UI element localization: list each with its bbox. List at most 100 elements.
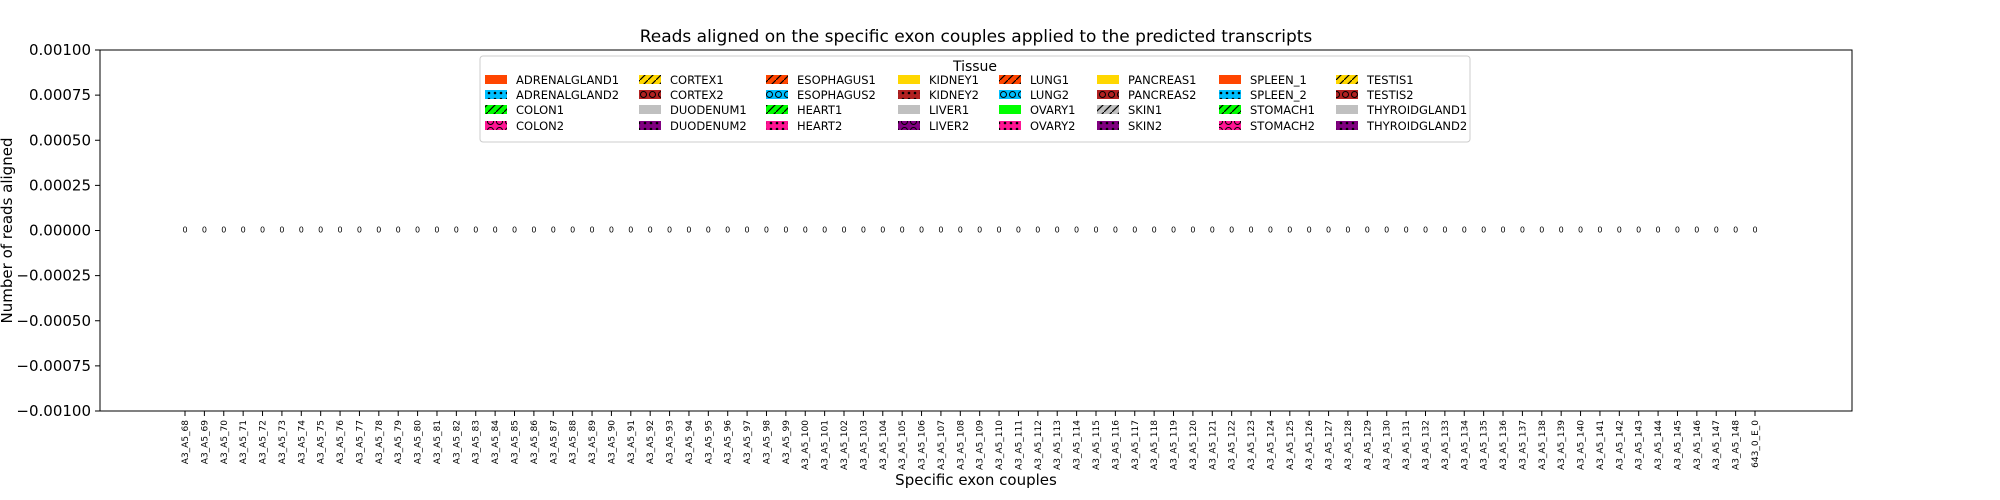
- data-label: 0: [1229, 226, 1234, 235]
- legend-label: PANCREAS2: [1128, 88, 1196, 102]
- legend-item: DUODENUM1: [639, 103, 747, 117]
- data-label: 0: [1597, 226, 1602, 235]
- x-tick-label: A3_A5_147: [1712, 420, 1722, 470]
- legend-label: ADRENALGLAND1: [516, 73, 619, 87]
- data-label: 0: [822, 226, 827, 235]
- data-label: 0: [1617, 226, 1622, 235]
- legend-item: COLON1: [485, 103, 564, 117]
- legend-label: HEART1: [797, 103, 842, 117]
- x-tick-label: A3_A5_105: [898, 420, 908, 470]
- x-tick-label: A3_A5_98: [762, 420, 772, 464]
- x-tick-label: A3_A5_78: [375, 420, 385, 464]
- legend-swatch-hatch: [1219, 90, 1241, 99]
- data-label: 0: [260, 226, 265, 235]
- x-tick-label: A3_A5_114: [1073, 420, 1083, 470]
- legend-item: COLON2: [485, 119, 564, 133]
- legend-swatch-hatch: [898, 121, 920, 130]
- legend-swatch: [1097, 75, 1119, 84]
- data-label: 0: [1404, 226, 1409, 235]
- x-tick-label: A3_A5_69: [200, 420, 210, 464]
- data-label: 0: [1093, 226, 1098, 235]
- legend-item: PANCREAS1: [1097, 73, 1196, 87]
- data-label: 0: [1675, 226, 1680, 235]
- legend-item: STOMACH1: [1219, 103, 1315, 117]
- data-label: 0: [648, 226, 653, 235]
- data-label: 0: [900, 226, 905, 235]
- data-label: 0: [1113, 226, 1118, 235]
- legend-label: SKIN1: [1128, 103, 1162, 117]
- x-axis-label: Specific exon couples: [895, 471, 1057, 489]
- legend-item: LUNG1: [999, 73, 1069, 87]
- legend-item: TESTIS1: [1336, 73, 1414, 87]
- data-label: 0: [1500, 226, 1505, 235]
- data-label: 0: [415, 226, 420, 235]
- legend-label: STOMACH2: [1250, 119, 1315, 133]
- legend-label: LIVER2: [929, 119, 969, 133]
- x-tick-label: A3_A5_74: [297, 420, 307, 464]
- x-axis: A3_A5_68 A3_A5_69 A3_A5_70 A3_A5_71 A3_A5_72…: [181, 411, 1761, 470]
- data-label: 0: [202, 226, 207, 235]
- legend-item: THYROIDGLAND2: [1336, 119, 1467, 133]
- x-tick-label: A3_A5_139: [1557, 420, 1567, 470]
- legend-item: KIDNEY1: [898, 73, 979, 87]
- x-tick-label: A3_A5_80: [414, 420, 424, 464]
- legend-swatch-hatch: [999, 75, 1021, 84]
- legend-label: THYROIDGLAND2: [1366, 119, 1467, 133]
- x-tick-label: A3_A5_130: [1383, 420, 1393, 470]
- data-label: 0: [725, 226, 730, 235]
- x-tick-label: A3_A5_132: [1421, 420, 1431, 470]
- legend-label: SPLEEN_1: [1250, 73, 1307, 87]
- x-tick-label: A3_A5_89: [588, 420, 598, 464]
- x-tick-label: A3_A5_109: [976, 420, 986, 470]
- data-label: 0: [241, 226, 246, 235]
- legend-item: STOMACH2: [1219, 119, 1315, 133]
- x-tick-label: A3_A5_97: [743, 420, 753, 464]
- legend-swatch-hatch: [1336, 90, 1358, 99]
- data-label: 0: [1326, 226, 1331, 235]
- legend-swatch-hatch: [639, 121, 661, 130]
- y-axis-label: Number of reads aligned: [0, 138, 16, 324]
- data-label: 0: [919, 226, 924, 235]
- data-label: 0: [1152, 226, 1157, 235]
- x-tick-label: A3_A5_84: [491, 420, 501, 464]
- x-tick-label: A3_A5_124: [1266, 420, 1276, 470]
- data-label: 0: [1733, 226, 1738, 235]
- x-tick-label: A3_A5_101: [821, 420, 831, 470]
- data-label: 0: [686, 226, 691, 235]
- legend-swatch-hatch: [485, 90, 507, 99]
- legend-label: TESTIS1: [1366, 73, 1414, 87]
- data-label: 0: [803, 226, 808, 235]
- x-tick-label: A3_A5_93: [666, 420, 676, 464]
- x-tick-label: A3_A5_90: [607, 420, 617, 464]
- x-tick-label: A3_A5_136: [1499, 420, 1509, 470]
- x-tick-label: A3_A5_123: [1247, 420, 1257, 470]
- legend-label: KIDNEY1: [929, 73, 979, 87]
- y-tick-label: −0.00075: [16, 357, 91, 375]
- data-label: 0: [745, 226, 750, 235]
- x-tick-label: A3_A5_108: [956, 420, 966, 470]
- data-labels: 0 0 0 0 0 0 0 0 0 0 0 0 0 0 0 0 0 0 0 0 0 0 0 0 0 0 0 0 0 0 0 0 0 0 0 0 0 0 0 0…: [182, 226, 1757, 235]
- legend-item: OVARY2: [999, 119, 1075, 133]
- x-tick-label: A3_A5_72: [259, 420, 269, 464]
- data-label: 0: [376, 226, 381, 235]
- x-tick-label: A3_A5_99: [782, 420, 792, 464]
- x-tick-label: A3_A5_127: [1325, 420, 1335, 470]
- data-label: 0: [1055, 226, 1060, 235]
- legend-swatch-hatch: [1336, 121, 1358, 130]
- data-label: 0: [1539, 226, 1544, 235]
- legend-label: STOMACH1: [1250, 103, 1315, 117]
- data-label: 0: [667, 226, 672, 235]
- legend-swatch-hatch: [639, 75, 661, 84]
- data-label: 0: [1190, 226, 1195, 235]
- x-tick-label: A3_A5_113: [1053, 420, 1063, 470]
- data-label: 0: [1714, 226, 1719, 235]
- data-label: 0: [1442, 226, 1447, 235]
- data-label: 0: [1481, 226, 1486, 235]
- data-label: 0: [1345, 226, 1350, 235]
- data-label: 0: [396, 226, 401, 235]
- data-label: 0: [1171, 226, 1176, 235]
- legend-label: LUNG1: [1030, 73, 1069, 87]
- x-tick-label: A3_A5_120: [1189, 420, 1199, 470]
- data-label: 0: [570, 226, 575, 235]
- data-label: 0: [783, 226, 788, 235]
